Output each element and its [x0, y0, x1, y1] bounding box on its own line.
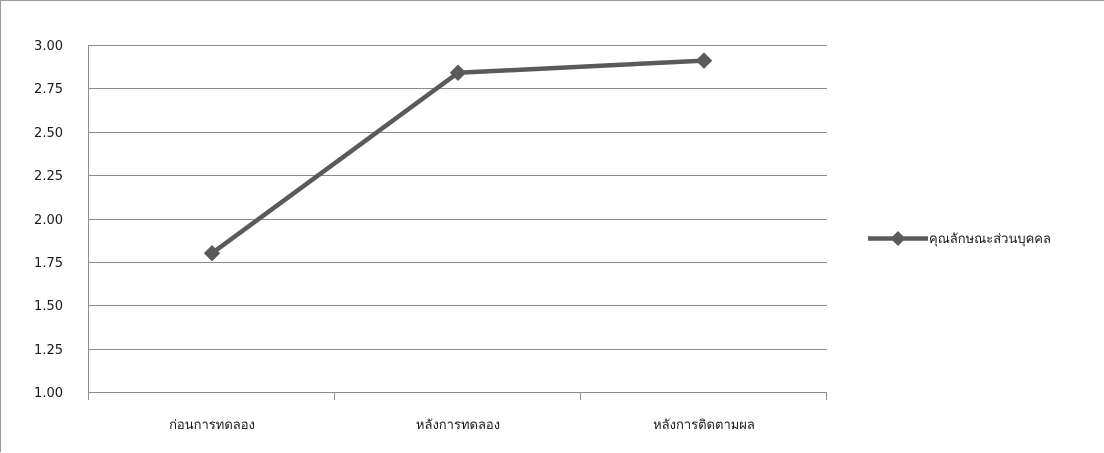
y-tick-label: 3.00	[34, 39, 63, 54]
data-point-marker	[695, 52, 713, 69]
gridlines	[89, 45, 827, 393]
series	[203, 52, 713, 262]
y-tick-label: 1.25	[34, 343, 63, 358]
y-tick-label: 2.00	[34, 213, 63, 228]
x-tick-labels: ก่อนการทดลอง หลังการทดลอง หลังการติดตามผล	[169, 418, 755, 433]
legend-label: คุณลักษณะส่วนบุคคล	[929, 232, 1051, 247]
y-tick-label: 2.50	[34, 126, 63, 141]
y-tick-label: 1.00	[34, 386, 63, 401]
y-tick-label: 2.75	[34, 82, 63, 97]
y-tick-label: 1.75	[34, 256, 63, 271]
axes	[88, 45, 827, 400]
legend-marker	[890, 231, 906, 246]
y-tick-label: 1.50	[34, 299, 63, 314]
legend: คุณลักษณะส่วนบุคคล	[868, 231, 1051, 247]
data-point-marker	[203, 244, 221, 262]
x-tick-label: หลังการทดลอง	[416, 418, 500, 433]
y-tick-labels: 1.00 1.25 1.50 1.75 2.00 2.25 2.50 2.75 3.00	[34, 39, 63, 401]
x-tick-label: หลังการติดตามผล	[653, 418, 755, 433]
series-line	[209, 58, 707, 256]
data-point-marker	[449, 64, 467, 81]
x-tick-label: ก่อนการทดลอง	[169, 418, 255, 433]
y-tick-label: 2.25	[34, 169, 63, 184]
